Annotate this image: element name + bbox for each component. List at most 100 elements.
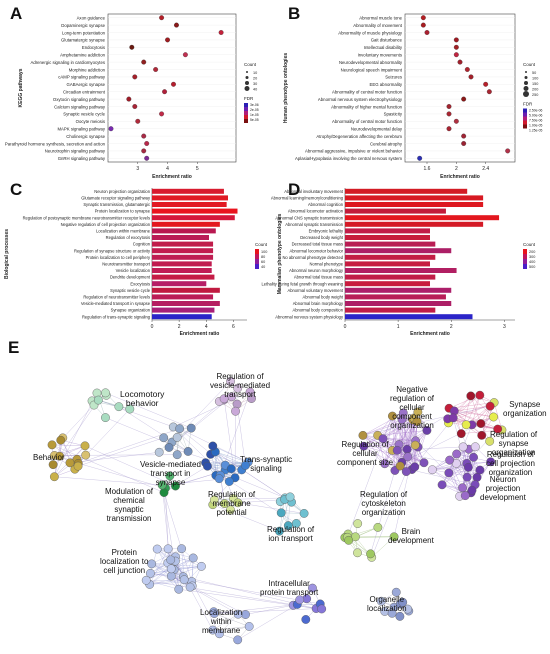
network-edge [163,492,192,582]
network-node [427,465,437,475]
network-node [412,417,422,426]
data-point [461,141,467,146]
network-node [80,441,90,451]
network-node [467,485,477,495]
net-label-cytoskeleton: Regulation of cytoskeleton organization [360,490,408,517]
bar [152,301,220,306]
category-label: Decreased body weight [300,235,344,240]
category-label: Vesicle localization [116,268,151,273]
network-node [208,441,218,451]
network-node [410,440,420,450]
category-label: Cognition [133,242,151,247]
data-point [453,37,459,43]
category-label: Oocyte meiosis [76,119,105,124]
bar [152,248,214,254]
data-point [483,81,489,87]
network-node [166,555,176,565]
bar [345,241,436,247]
legend-swatch [255,249,259,254]
network-node [125,404,135,414]
x-tick-label: 2 [178,324,181,330]
network-node [55,451,65,461]
network-node [389,532,399,542]
network-edge [223,398,236,478]
data-point [165,37,170,43]
network-node [172,433,182,442]
data-point [144,141,150,146]
network-node [56,435,66,445]
network-node [224,477,234,486]
network-node [398,597,408,607]
network-node [444,468,454,478]
color-legend-label: 2e-05 [250,108,259,112]
network-node [366,549,375,559]
x-tick-label: 6 [232,324,235,330]
category-label: Aplasia/Hypoplasia involving the central… [295,156,402,161]
network-node [387,411,397,421]
x-tick-label: 0 [344,324,347,330]
data-point [486,89,492,95]
network-edge [371,536,395,558]
category-label: Spasticity [384,112,403,117]
network-node [485,401,495,411]
network-node [387,608,397,618]
bar [152,254,214,260]
y-axis-title: Mammalian phenotype ontologies [277,214,283,295]
network-node [186,423,196,433]
category-label: GnRH signaling pathway [58,156,106,161]
network-edge [212,613,239,631]
network-node [159,488,169,497]
panel-b-letter: B [288,4,301,23]
network-node [245,387,255,397]
network-edge [98,399,174,428]
network-node [469,452,478,462]
category-label: Neurodevelopmental delay [351,127,403,132]
bar [345,301,452,306]
color-legend-label: 1.25e-05 [529,129,542,133]
network-node [171,481,180,491]
category-label: Dendrite development [110,275,151,280]
network-node [101,388,110,398]
network-node [422,426,432,435]
bar [345,235,430,240]
color-legend-label: 5.00e-06 [529,114,542,118]
bar [345,261,430,267]
size-legend-label: 40 [253,88,257,92]
net-label-organelle: Organelle localization [367,595,407,613]
color-legend-label: 3e-06 [250,103,259,107]
category-label: EEG abnormality [370,82,403,87]
network-node [141,575,151,585]
network-node [209,609,219,618]
category-label: Abnormal cognition [308,202,344,207]
network-edge [370,470,396,554]
legend-label: 80 [261,255,265,259]
network-node [179,575,189,585]
category-label: Abnormal synaptic transmission [285,222,344,227]
network-edge [54,392,98,477]
legend-swatch [523,264,527,269]
color-legend-swatch [244,107,248,111]
category-label: Decreased total tissue mass [292,242,343,247]
category-label: Abnormal involuntary movement [284,189,344,194]
category-label: Regulation of neurotransmitter levels [83,295,150,300]
net-label-synapse-org: Synapse organization [503,400,547,418]
network-node [226,376,235,386]
net-label-behavior: Behavior [33,453,65,462]
network-edge [163,465,208,493]
network-edge [191,581,220,634]
color-legend-swatch [244,111,248,115]
size-legend-label: 200 [532,88,538,92]
category-label: MAPK signaling pathway [57,127,105,132]
biological-process-bar-chart: Neuron projection organization Glutamate … [4,188,268,337]
network-node [172,450,182,460]
network-node [452,449,462,459]
net-label-brain-dev: Brain development [388,527,434,545]
bar [345,307,436,313]
x-axis-title: Enrichment ratio [410,331,450,337]
net-label-modulation: Modulation of chemical synaptic transmis… [105,487,154,523]
network-edge [150,573,321,605]
data-point [464,67,470,72]
bar [152,215,235,221]
network-node [476,419,486,428]
category-label: Synaptic vesicle cycle [63,112,105,117]
